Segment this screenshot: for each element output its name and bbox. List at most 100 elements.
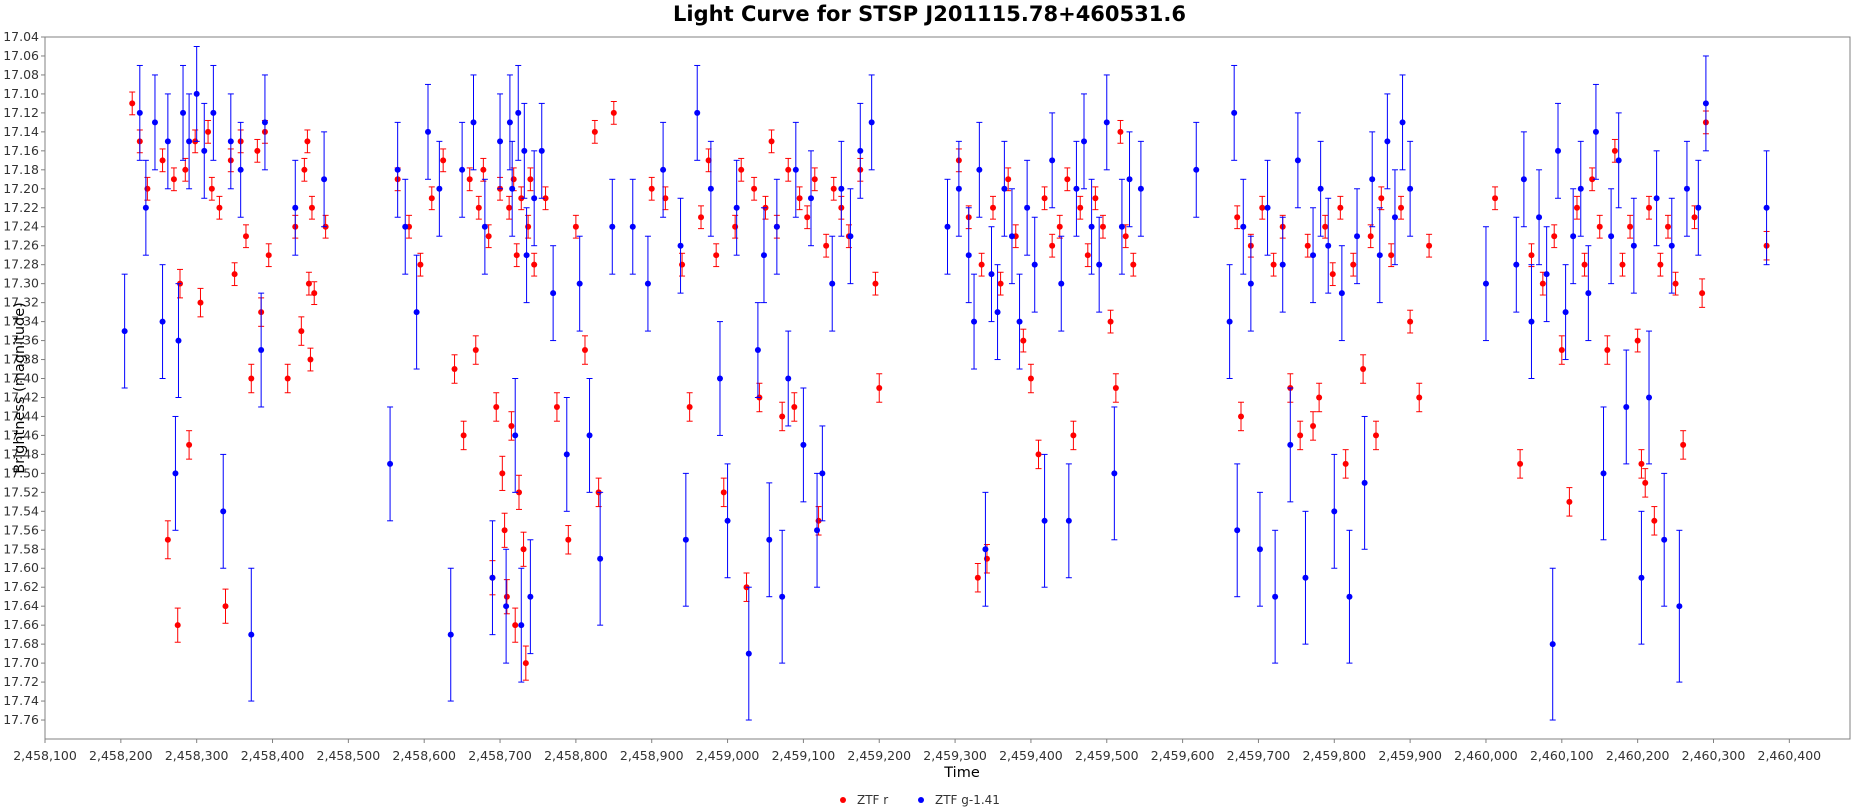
data-point — [1600, 470, 1607, 477]
data-point — [800, 441, 807, 448]
data-point — [459, 166, 466, 173]
data-point — [523, 252, 530, 259]
data-point — [1126, 176, 1133, 183]
y-axis-label: Brightness (magnitude) — [12, 302, 28, 474]
data-point — [751, 185, 758, 192]
x-tick-label: 2,459,400 — [999, 748, 1063, 763]
data-point — [186, 441, 193, 448]
data-point — [1763, 204, 1770, 211]
data-point — [205, 128, 212, 135]
y-tick-label: 17.06 — [3, 48, 39, 63]
data-point — [1528, 252, 1535, 259]
x-tick-label: 2,458,100 — [13, 748, 77, 763]
data-point — [581, 347, 588, 354]
data-point — [231, 271, 238, 278]
data-point — [248, 631, 255, 638]
data-point — [304, 138, 311, 145]
data-point — [1081, 138, 1088, 145]
data-point — [1058, 280, 1065, 287]
y-tick-label: 17.26 — [3, 238, 39, 253]
x-tick-label: 2,458,300 — [165, 748, 229, 763]
data-point — [261, 119, 268, 126]
data-point — [1664, 223, 1671, 230]
data-point — [591, 128, 598, 135]
data-point — [1520, 176, 1527, 183]
x-tick-label: 2,459,600 — [1151, 748, 1215, 763]
data-point — [1031, 261, 1038, 268]
data-point — [876, 385, 883, 391]
data-point — [216, 204, 223, 211]
data-point — [513, 252, 520, 259]
y-tick-label: 17.24 — [3, 219, 39, 234]
data-point — [1604, 347, 1611, 354]
data-point — [518, 622, 525, 629]
data-point — [201, 147, 208, 154]
data-point — [164, 536, 171, 543]
data-point — [1528, 318, 1535, 325]
data-point — [565, 536, 572, 543]
data-point — [1407, 318, 1414, 325]
data-point — [1117, 128, 1124, 135]
data-point — [1331, 508, 1338, 515]
x-axis-label: Time — [943, 765, 980, 781]
data-point — [1077, 204, 1084, 211]
data-point — [1676, 603, 1683, 610]
data-point — [413, 309, 420, 316]
data-point — [512, 432, 519, 439]
data-point — [1492, 195, 1499, 202]
x-tick-label: 2,460,100 — [1530, 748, 1594, 763]
data-point — [1005, 176, 1012, 183]
y-tick-label: 17.50 — [3, 465, 39, 480]
x-tick-label: 2,459,700 — [1227, 748, 1291, 763]
data-point — [1130, 261, 1137, 268]
data-point — [553, 403, 560, 410]
y-tick-label: 17.64 — [3, 598, 39, 613]
data-point — [1137, 185, 1144, 192]
data-point — [193, 90, 200, 97]
data-point — [1589, 176, 1596, 183]
data-point — [796, 195, 803, 202]
legend-marker-ztf-g — [918, 797, 924, 803]
series-ztf-r — [129, 91, 1770, 681]
data-point — [1638, 460, 1645, 467]
data-point — [1350, 261, 1357, 268]
data-point — [785, 166, 792, 173]
data-point — [501, 527, 508, 534]
data-point — [1513, 261, 1520, 268]
data-point — [1680, 441, 1687, 448]
data-point — [208, 185, 215, 192]
data-point — [1695, 204, 1702, 211]
data-point — [1322, 223, 1329, 230]
data-point — [1325, 242, 1332, 249]
data-point — [506, 119, 513, 126]
data-point — [417, 261, 424, 268]
plot-area — [44, 36, 1851, 740]
x-tick-label: 2,459,300 — [923, 748, 987, 763]
data-point — [248, 375, 255, 382]
data-point — [648, 185, 655, 192]
data-point — [1346, 593, 1353, 600]
data-point — [210, 109, 217, 116]
y-tick-label: 17.28 — [3, 257, 39, 272]
data-point — [1231, 109, 1238, 116]
x-tick-label: 2,458,200 — [89, 748, 153, 763]
y-tick-label: 17.20 — [3, 181, 39, 196]
y-tick-label: 17.34 — [3, 314, 39, 329]
data-point — [1611, 147, 1618, 154]
data-point — [1270, 261, 1277, 268]
y-axis: 17.04 17.06 17.08 17.10 17.12 17.14 17.16 17.18… — [3, 29, 45, 727]
data-point — [436, 185, 443, 192]
data-point — [1376, 252, 1383, 259]
y-tick-label: 17.62 — [3, 579, 39, 594]
series-layer — [121, 45, 1770, 721]
data-point — [499, 470, 506, 477]
data-point — [1555, 147, 1562, 154]
data-point — [1416, 394, 1423, 401]
data-point — [1111, 470, 1118, 477]
data-point — [1317, 185, 1324, 192]
data-point — [1668, 242, 1675, 249]
data-point — [1581, 261, 1588, 268]
data-point — [1536, 214, 1543, 221]
data-point — [610, 109, 617, 116]
data-point — [1310, 422, 1317, 429]
